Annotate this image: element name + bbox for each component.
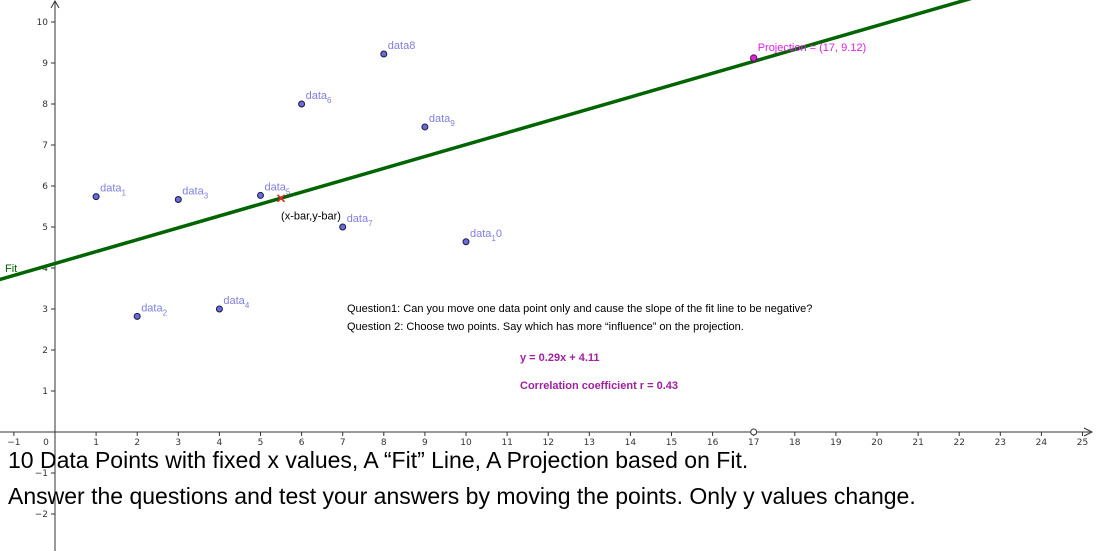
- fit-line-label: Fit: [5, 263, 17, 275]
- data-point[interactable]: [92, 193, 100, 201]
- x-tick-label: 15: [666, 438, 677, 448]
- data-point[interactable]: [133, 312, 141, 320]
- data-point-label: data1: [100, 183, 126, 198]
- y-tick-label: 10: [37, 18, 49, 28]
- data-point-label: data2: [141, 302, 167, 317]
- data-point-label: data4: [223, 295, 249, 310]
- fit-line-group: Fit: [0, 0, 1009, 282]
- projection-point[interactable]: [750, 54, 758, 62]
- x-tick-label: 21: [912, 438, 923, 448]
- x-tick-label: 0: [43, 438, 49, 448]
- x-tick-label: 2: [134, 438, 140, 448]
- x-tick-label: 17: [748, 438, 759, 448]
- x-tick-label: 20: [871, 438, 883, 448]
- data-point[interactable]: [421, 123, 429, 131]
- projection-label: Projection = (17, 9.12): [758, 42, 867, 54]
- correlation-coefficient: Correlation coefficient r = 0.43: [520, 380, 679, 392]
- y-tick-label: −2: [35, 510, 48, 520]
- x-tick-label: 3: [175, 438, 181, 448]
- fit-equation: y = 0.29x + 4.11: [520, 352, 600, 364]
- x-tick-label: 6: [299, 438, 305, 448]
- y-tick-label: 4: [42, 264, 48, 274]
- x-slider-point[interactable]: [750, 428, 758, 436]
- x-tick-label: 19: [830, 438, 842, 448]
- y-tick-label: 8: [42, 100, 48, 110]
- data-point[interactable]: [257, 191, 264, 199]
- caption-line-1: 10 Data Points with fixed x values, A “F…: [8, 447, 749, 473]
- x-tick-label: 5: [258, 438, 264, 448]
- x-tick-label: 7: [340, 438, 346, 448]
- data-point[interactable]: [462, 238, 470, 246]
- y-tick-label: 9: [42, 59, 48, 69]
- y-tick-label: 5: [42, 223, 48, 233]
- x-tick-label: 24: [1036, 438, 1048, 448]
- data-points: data1 data2 data3 data4 data5 data6 data7 data8…: [92, 40, 867, 436]
- data-point[interactable]: [215, 305, 223, 313]
- y-tick-label: 1: [42, 387, 48, 397]
- x-tick-label: 8: [381, 438, 387, 448]
- y-axis-arrow: [50, 0, 60, 9]
- data-point-label: data9: [429, 113, 455, 128]
- data-point-label: data5: [265, 181, 291, 196]
- x-tick-label: 13: [584, 438, 595, 448]
- question-1: Question1: Can you move one data point o…: [347, 303, 813, 315]
- x-tick-label: 18: [789, 438, 801, 448]
- x-tick-label: −1: [7, 438, 20, 448]
- x-tick-label: 9: [422, 438, 428, 448]
- data-point[interactable]: [298, 100, 306, 108]
- x-tick-label: 11: [501, 438, 512, 448]
- x-tick-label: 22: [953, 438, 964, 448]
- question-2: Question 2: Choose two points. Say which…: [347, 321, 744, 333]
- x-tick-label: 12: [542, 438, 553, 448]
- data-point-label: data10: [470, 228, 502, 243]
- data-point-label: data8: [388, 40, 416, 52]
- x-axis-arrow: [1083, 427, 1094, 437]
- x-tick-label: 1: [93, 438, 99, 448]
- x-tick-label: 16: [707, 438, 719, 448]
- y-tick-label: 6: [42, 182, 48, 192]
- data-point-label: data6: [306, 90, 332, 105]
- caption-line-2: Answer the questions and test your answe…: [8, 483, 916, 509]
- x-tick-label: 14: [625, 438, 637, 448]
- data-point[interactable]: [380, 50, 388, 58]
- data-point[interactable]: [339, 223, 347, 231]
- x-tick-label: 4: [217, 438, 223, 448]
- x-tick-label: 25: [1077, 438, 1088, 448]
- data-point[interactable]: [174, 196, 182, 204]
- mean-point-label: (x-bar,y-bar): [281, 210, 341, 222]
- y-tick-label: −1: [35, 469, 48, 479]
- data-point-label: data7: [347, 213, 373, 228]
- mean-point[interactable]: [276, 194, 286, 203]
- x-tick-label: 10: [460, 438, 472, 448]
- y-tick-label: 7: [42, 141, 48, 151]
- data-point-label: data3: [182, 186, 208, 201]
- y-tick-label: 3: [42, 305, 48, 315]
- y-tick-label: 2: [42, 346, 48, 356]
- x-tick-label: 23: [995, 438, 1006, 448]
- fit-line[interactable]: [0, 0, 1009, 282]
